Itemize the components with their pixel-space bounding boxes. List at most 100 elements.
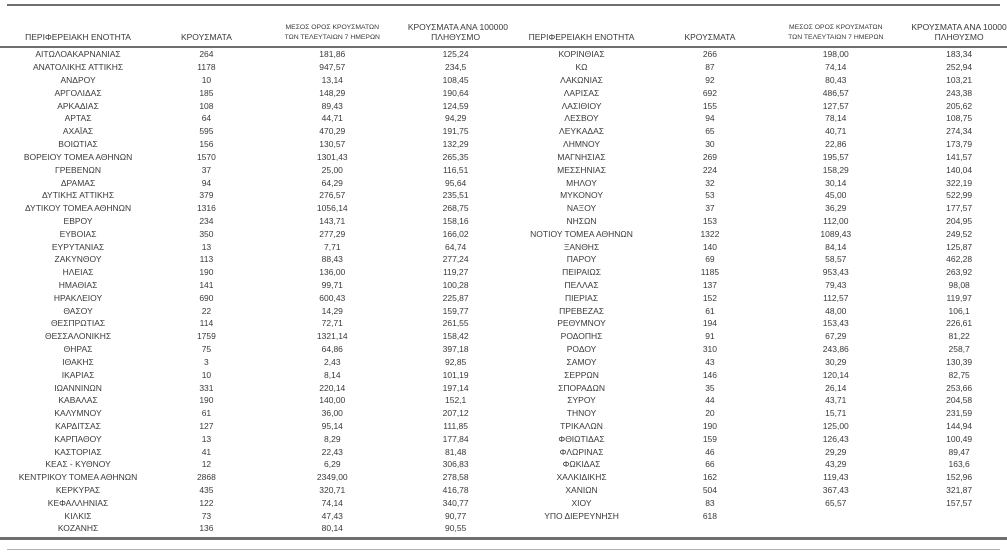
avg7-cell: 30,14 bbox=[825, 177, 847, 188]
per100k-cell: 321,87 bbox=[946, 485, 973, 496]
per100k-cell: 90,77 bbox=[445, 510, 467, 521]
region-name-cell: ΚΕΡΚΥΡΑΣ bbox=[55, 485, 101, 496]
cases-cell: 190 bbox=[702, 420, 718, 431]
table-row: ΣΕΡΡΩΝ 146 120,14 82,75 bbox=[504, 368, 1007, 381]
cases-cell: 234 bbox=[199, 215, 214, 226]
avg7-cell: 15,71 bbox=[825, 408, 847, 419]
avg7-cell: 119,43 bbox=[823, 472, 849, 483]
avg7-cell: 74,14 bbox=[321, 497, 343, 508]
cases-tables-container: ΠΕΡΙΦΕΡΕΙΑΚΗ ΕΝΟΤΗΤΑ ΚΡΟΥΣΜΑΤΑ ΜΕΣΟΣ ΟΡΟ… bbox=[0, 0, 1007, 535]
table-header-right: ΠΕΡΙΦΕΡΕΙΑΚΗ ΕΝΟΤΗΤΑ ΚΡΟΥΣΜΑΤΑ ΜΕΣΟΣ ΟΡΟ… bbox=[503, 0, 1007, 48]
per100k-cell: 416,78 bbox=[442, 485, 469, 496]
table-row: ΡΟΔΟΠΗΣ 91 67,29 81,22 bbox=[504, 330, 1007, 343]
per100k-cell: 132,29 bbox=[442, 139, 469, 150]
avg7-cell: 40,71 bbox=[825, 126, 847, 137]
per100k-cell: 124,59 bbox=[442, 100, 469, 111]
per100k-cell: 207,12 bbox=[442, 408, 469, 419]
table-row: ΝΗΣΩΝ 153 112,00 204,95 bbox=[504, 215, 1007, 228]
cases-cell: 1316 bbox=[196, 203, 216, 214]
table-row: ΝΟΤΙΟΥ ΤΟΜΕΑ ΑΘΗΝΩΝ 1322 1089,43 249,52 bbox=[504, 227, 1007, 240]
column-header-7day-average-line1: ΜΕΣΟΣ ΟΡΟΣ ΚΡΟΥΣΜΑΤΩΝ bbox=[789, 24, 883, 32]
region-name-cell: ΞΑΝΘΗΣ bbox=[563, 241, 600, 252]
region-name-cell: ΦΛΩΡΙΝΑΣ bbox=[559, 446, 604, 457]
avg7-cell: 80,14 bbox=[321, 523, 343, 534]
per100k-cell: 82,75 bbox=[948, 369, 970, 380]
cases-cell: 83 bbox=[705, 497, 715, 508]
region-name-cell: ΑΡΚΑΔΙΑΣ bbox=[57, 100, 99, 111]
avg7-cell: 89,43 bbox=[321, 100, 343, 111]
table-row: ΔΡΑΜΑΣ 94 64,29 95,64 bbox=[0, 176, 504, 189]
region-name-cell: ΗΡΑΚΛΕΙΟΥ bbox=[53, 292, 103, 303]
cases-cell: 94 bbox=[705, 113, 715, 124]
avg7-cell: 58,57 bbox=[825, 254, 847, 265]
cases-cell: 91 bbox=[705, 331, 715, 342]
table-row: ΧΑΛΚΙΔΙΚΗΣ 162 119,43 152,96 bbox=[504, 471, 1007, 484]
per100k-cell: 252,94 bbox=[946, 62, 973, 73]
per100k-cell: 522,99 bbox=[946, 190, 973, 201]
avg7-cell: 44,71 bbox=[321, 113, 343, 124]
table-row: ΚΟΖΑΝΗΣ 136 80,14 90,55 bbox=[0, 522, 504, 535]
table-row: ΚΑΒΑΛΑΣ 190 140,00 152,1 bbox=[0, 394, 504, 407]
avg7-cell: 72,71 bbox=[321, 318, 343, 329]
column-header-region: ΠΕΡΙΦΕΡΕΙΑΚΗ ΕΝΟΤΗΤΑ bbox=[25, 32, 131, 43]
cases-cell: 20 bbox=[705, 408, 715, 419]
avg7-cell: 1321,14 bbox=[316, 331, 348, 342]
top-rule bbox=[7, 4, 1000, 6]
cases-cell: 690 bbox=[199, 292, 214, 303]
table-row: ΠΡΕΒΕΖΑΣ 61 48,00 106,1 bbox=[504, 304, 1007, 317]
region-name-cell: ΡΕΘΥΜΝΟΥ bbox=[557, 318, 606, 329]
cases-cell: 1570 bbox=[196, 151, 216, 162]
table-row: ΧΑΝΙΩΝ 504 367,43 321,87 bbox=[504, 484, 1007, 497]
region-name-cell: ΦΘΙΩΤΙΔΑΣ bbox=[558, 433, 605, 444]
table-row: ΠΑΡΟΥ 69 58,57 462,28 bbox=[504, 253, 1007, 266]
cases-cell: 190 bbox=[199, 267, 214, 278]
cases-cell: 73 bbox=[201, 510, 212, 521]
region-name-cell: ΑΡΓΟΛΙΔΑΣ bbox=[54, 87, 102, 98]
region-name-cell: ΗΜΑΘΙΑΣ bbox=[58, 280, 98, 291]
region-name-cell: ΕΥΒΟΙΑΣ bbox=[59, 228, 97, 239]
table-row: ΕΥΒΟΙΑΣ 350 277,29 166,02 bbox=[0, 227, 504, 240]
avg7-cell: 6,29 bbox=[324, 459, 341, 470]
per100k-cell: 226,61 bbox=[946, 318, 973, 329]
column-header-per-100k-line2: ΠΛΗΘΥΣΜΟ bbox=[934, 32, 984, 43]
region-name-cell: ΚΕΑΣ - ΚΥΘΝΟΥ bbox=[45, 459, 111, 470]
per100k-cell: 119,27 bbox=[442, 267, 469, 278]
table-row: ΛΕΣΒΟΥ 94 78,14 108,75 bbox=[504, 112, 1007, 125]
column-header-region: ΠΕΡΙΦΕΡΕΙΑΚΗ ΕΝΟΤΗΤΑ bbox=[528, 32, 635, 43]
cases-cell: 53 bbox=[705, 190, 715, 201]
table-row: ΛΑΡΙΣΑΣ 692 486,57 243,38 bbox=[504, 86, 1007, 99]
region-name-cell: ΒΟΙΩΤΙΑΣ bbox=[58, 139, 98, 150]
per100k-cell: 130,39 bbox=[946, 356, 973, 367]
per100k-cell: 190,64 bbox=[442, 87, 469, 98]
column-header-7day-average: ΜΕΣΟΣ ΟΡΟΣ ΚΡΟΥΣΜΑΤΩΝ ΤΩΝ ΤΕΛΕΥΤΑΙΩΝ 7 Η… bbox=[760, 23, 911, 43]
region-name-cell: ΠΑΡΟΥ bbox=[566, 254, 597, 265]
per100k-cell: 81,48 bbox=[445, 446, 467, 457]
region-name-cell: ΧΑΛΚΙΔΙΚΗΣ bbox=[556, 472, 607, 483]
per100k-cell: 234,5 bbox=[445, 62, 467, 73]
table-row: ΚΑΣΤΟΡΙΑΣ 41 22,43 81,48 bbox=[0, 445, 504, 458]
per100k-cell: 98,08 bbox=[948, 280, 970, 291]
avg7-cell: 198,00 bbox=[822, 49, 849, 60]
avg7-cell: 112,00 bbox=[823, 215, 849, 226]
table-row: ΗΡΑΚΛΕΙΟΥ 690 600,43 225,87 bbox=[0, 291, 504, 304]
per100k-cell: 158,42 bbox=[442, 331, 469, 342]
per100k-cell: 322,19 bbox=[946, 177, 973, 188]
region-name-cell: ΕΒΡΟΥ bbox=[63, 215, 93, 226]
table-row: ΙΚΑΡΙΑΣ 10 8,14 101,19 bbox=[0, 368, 504, 381]
per100k-cell: 100,28 bbox=[442, 280, 469, 291]
region-name-cell: ΛΕΥΚΑΔΑΣ bbox=[559, 126, 605, 137]
region-name-cell: ΑΙΤΩΛΟΑΚΑΡΝΑΝΙΑΣ bbox=[35, 49, 121, 60]
column-header-7day-average-line2: ΤΩΝ ΤΕΛΕΥΤΑΙΩΝ 7 ΗΜΕΡΩΝ bbox=[284, 34, 380, 42]
avg7-cell: 22,86 bbox=[825, 139, 847, 150]
per100k-cell: 177,84 bbox=[442, 433, 469, 444]
per100k-cell: 278,58 bbox=[442, 472, 469, 483]
per100k-cell: 306,83 bbox=[442, 459, 469, 470]
region-name-cell: ΝΗΣΩΝ bbox=[566, 215, 597, 226]
cases-cell: 32 bbox=[705, 177, 715, 188]
table-row: ΦΛΩΡΙΝΑΣ 46 29,29 89,47 bbox=[504, 445, 1007, 458]
per100k-cell: 90,55 bbox=[445, 523, 467, 534]
table-row: ΛΗΜΝΟΥ 30 22,86 173,79 bbox=[504, 138, 1007, 151]
avg7-cell: 14,29 bbox=[321, 305, 343, 316]
avg7-cell: 30,29 bbox=[825, 356, 847, 367]
avg7-cell: 65,57 bbox=[825, 497, 847, 508]
